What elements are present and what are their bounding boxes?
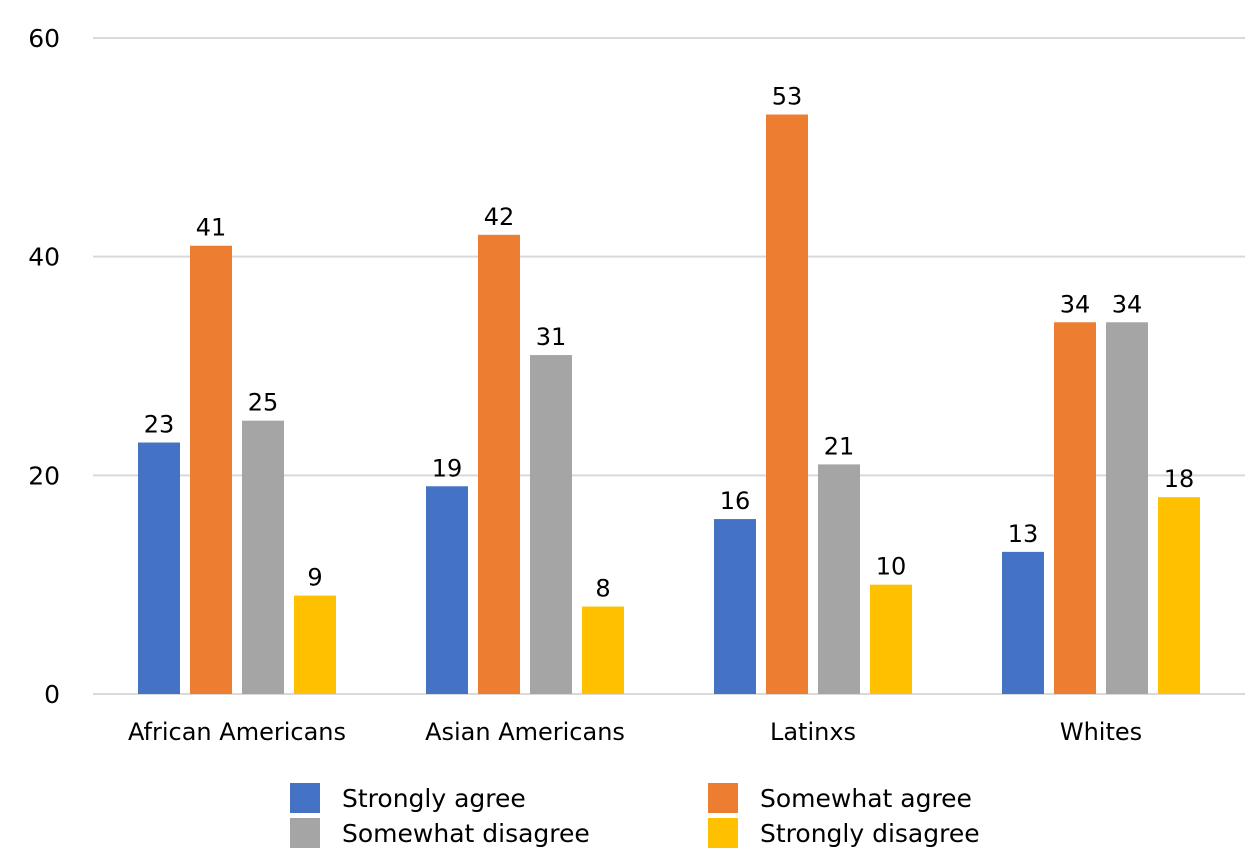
data-label-somewhat-disagree-african-americans: 25 [248,389,279,417]
bar-strongly-agree-whites [1002,551,1044,694]
data-label-strongly-agree-asian-americans: 19 [432,454,463,482]
data-label-strongly-disagree-asian-americans: 8 [595,575,610,603]
legend-swatch-somewhat-disagree [290,818,320,848]
legend-label-somewhat-disagree: Somewhat disagree [342,818,590,848]
data-label-strongly-disagree-whites: 18 [1164,465,1195,493]
y-tick-label-60: 60 [28,24,60,53]
bar-chart: 0 20 40 60 23 41 25 9 19 42 31 8 16 53 21 10 13 34 34 18 A… [28,24,1245,746]
bar-somewhat-agree-asian-americans [478,234,520,695]
legend-swatch-strongly-disagree [708,818,738,848]
data-labels: 23 41 25 9 19 42 31 8 16 53 21 10 13 34 34 18 [144,83,1195,603]
bar-somewhat-agree-whites [1054,322,1096,694]
gridlines [93,37,1245,695]
category-labels: African Americans Asian Americans Latinxs W… [128,718,1142,746]
legend-swatch-somewhat-agree [708,783,738,813]
bar-somewhat-agree-latinxs [766,114,808,695]
legend-item-somewhat-disagree: Somewhat disagree [290,817,590,849]
data-label-somewhat-disagree-latinxs: 21 [824,432,855,460]
category-label-african-americans: African Americans [128,718,346,746]
y-tick-label-20: 20 [28,461,60,490]
bar-somewhat-disagree-asian-americans [530,355,572,694]
legend: Strongly agree Somewhat agree Somewhat d… [290,780,1050,850]
bar-strongly-disagree-asian-americans [582,606,624,694]
bar-somewhat-disagree-latinxs [818,464,860,694]
bar-strongly-agree-african-americans [138,442,180,694]
data-label-strongly-agree-african-americans: 23 [144,411,175,439]
data-label-strongly-disagree-african-americans: 9 [307,564,322,592]
data-label-somewhat-disagree-whites: 34 [1112,290,1143,318]
bar-strongly-agree-asian-americans [426,486,468,694]
data-label-somewhat-agree-whites: 34 [1060,290,1091,318]
bar-strongly-disagree-latinxs [870,584,912,694]
bar-somewhat-agree-african-americans [190,245,232,694]
legend-label-strongly-agree: Strongly agree [342,783,526,813]
data-label-strongly-agree-latinxs: 16 [720,487,751,515]
legend-swatch-strongly-agree [290,783,320,813]
bar-somewhat-disagree-whites [1106,322,1148,694]
legend-item-strongly-disagree: Strongly disagree [708,817,980,849]
bar-strongly-disagree-whites [1158,497,1200,694]
y-axis-tick-labels: 0 20 40 60 [28,24,60,709]
legend-item-strongly-agree: Strongly agree [290,782,526,814]
legend-item-somewhat-agree: Somewhat agree [708,782,972,814]
bar-strongly-disagree-african-americans [294,595,336,694]
category-label-whites: Whites [1060,718,1142,746]
legend-label-somewhat-agree: Somewhat agree [760,783,972,813]
data-label-somewhat-agree-latinxs: 53 [772,83,803,111]
bar-somewhat-disagree-african-americans [242,420,284,694]
category-label-asian-americans: Asian Americans [425,718,625,746]
legend-label-strongly-disagree: Strongly disagree [760,818,980,848]
bars [138,114,1200,695]
y-tick-label-40: 40 [28,243,60,272]
data-label-somewhat-disagree-asian-americans: 31 [536,323,567,351]
data-label-somewhat-agree-asian-americans: 42 [484,203,515,231]
bar-strongly-agree-latinxs [714,519,756,694]
category-label-latinxs: Latinxs [770,718,856,746]
data-label-somewhat-agree-african-americans: 41 [196,214,227,242]
data-label-strongly-agree-whites: 13 [1008,520,1039,548]
data-label-strongly-disagree-latinxs: 10 [876,553,907,581]
y-tick-label-0: 0 [44,680,60,709]
